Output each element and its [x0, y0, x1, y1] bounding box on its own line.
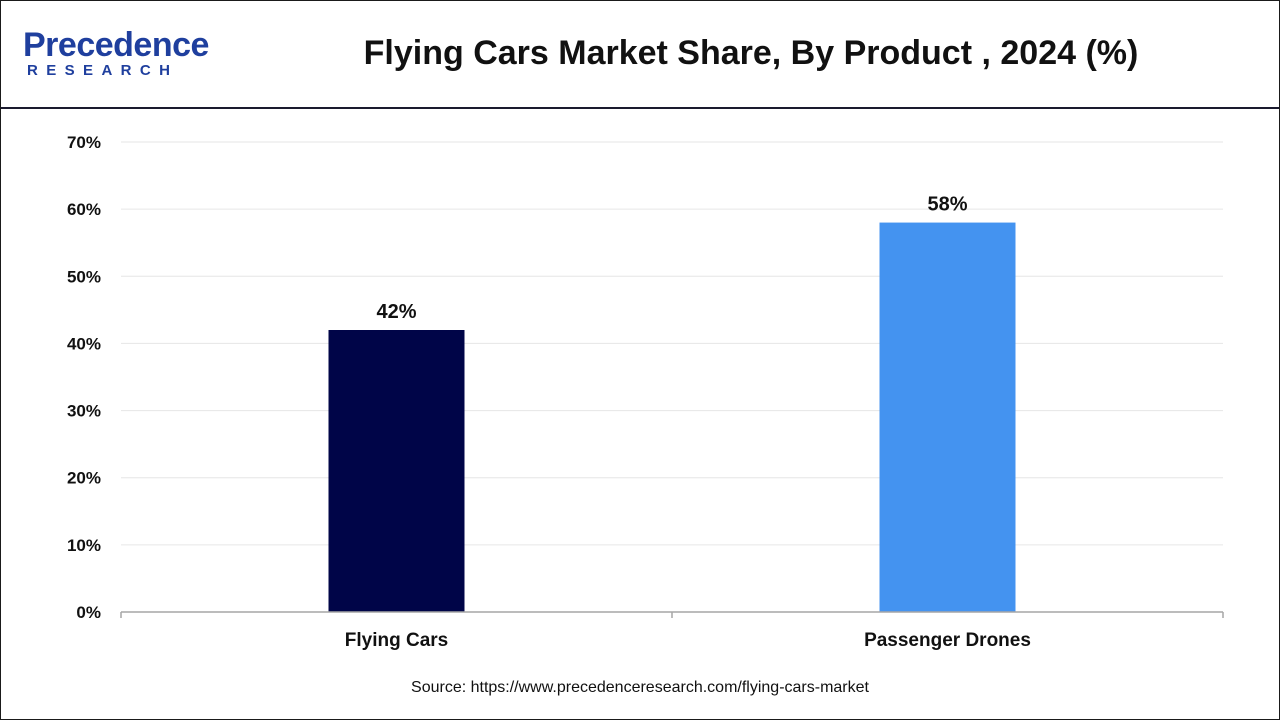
- y-tick-label: 10%: [67, 536, 101, 555]
- value-label: 42%: [376, 301, 416, 323]
- source-note: Source: https://www.precedenceresearch.c…: [411, 679, 869, 696]
- y-tick-label: 70%: [67, 133, 101, 152]
- logo-wordmark: Precedence: [23, 26, 209, 64]
- y-axis-ticks: 0% 10% 20% 30% 40% 50% 60% 70%: [67, 133, 101, 622]
- bar-passenger-drones: [879, 222, 1016, 613]
- y-tick-label: 60%: [67, 200, 101, 219]
- value-labels: 42% 58%: [376, 194, 967, 323]
- y-tick-label: 50%: [67, 267, 101, 286]
- brand-logo: Precedence RESEARCH: [23, 27, 213, 83]
- x-tick-label: Flying Cars: [345, 630, 448, 651]
- x-axis: [120, 611, 1224, 618]
- y-tick-label: 0%: [76, 603, 101, 622]
- x-tick-label: Passenger Drones: [864, 630, 1031, 651]
- bars: [328, 222, 1016, 613]
- y-tick-label: 40%: [67, 334, 101, 353]
- logo-subtitle: RESEARCH: [27, 62, 179, 79]
- value-label: 58%: [927, 194, 967, 216]
- bar-flying-cars: [328, 330, 465, 612]
- y-tick-label: 30%: [67, 402, 101, 421]
- x-axis-ticks: Flying Cars Passenger Drones: [345, 630, 1031, 651]
- header: Precedence RESEARCH Flying Cars Market S…: [1, 1, 1279, 109]
- gridlines: [121, 141, 1223, 546]
- y-tick-label: 20%: [67, 469, 101, 488]
- chart-title: Flying Cars Market Share, By Product , 2…: [363, 34, 1139, 72]
